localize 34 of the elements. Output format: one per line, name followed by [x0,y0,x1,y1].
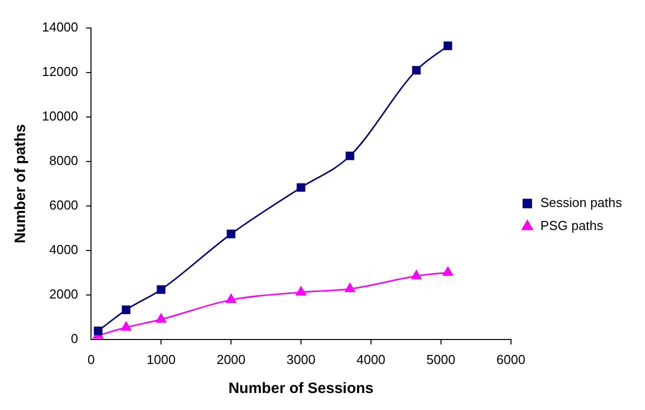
y-tick-label: 14000 [42,20,78,35]
y-tick-label: 10000 [42,108,78,124]
legend-label: PSG paths [540,218,604,234]
x-tick-label: 4000 [356,352,386,367]
y-tick-label: 2000 [49,286,78,302]
point [344,283,356,292]
y-tick-label: 6000 [49,198,78,213]
x-tick-label: 6000 [496,352,526,367]
point [94,326,102,336]
point [411,270,422,280]
x-tick-label: 3000 [286,352,316,367]
y-tick-label: 0 [70,330,78,346]
point [156,285,166,294]
x-tick-label: 1000 [146,352,176,367]
x-axis-title: Number of Sessions [228,380,374,398]
point [121,322,132,331]
point [156,314,166,323]
point [296,183,306,192]
y-tick-label: 12000 [42,64,78,80]
x-tick-label: 5000 [426,352,456,367]
point [442,266,453,276]
x-tick-label: 0 [88,352,95,367]
y-tick-label: 8000 [49,153,78,168]
point [346,152,354,160]
y-tick-label: 4000 [49,242,78,258]
point [412,66,421,75]
point [226,230,236,238]
point [444,42,452,50]
point [122,306,130,314]
x-tick-label: 2000 [216,352,246,367]
y-axis-title: Number of paths [12,124,30,244]
point [296,286,306,296]
point [226,294,236,304]
legend-label: Session paths [540,195,622,210]
